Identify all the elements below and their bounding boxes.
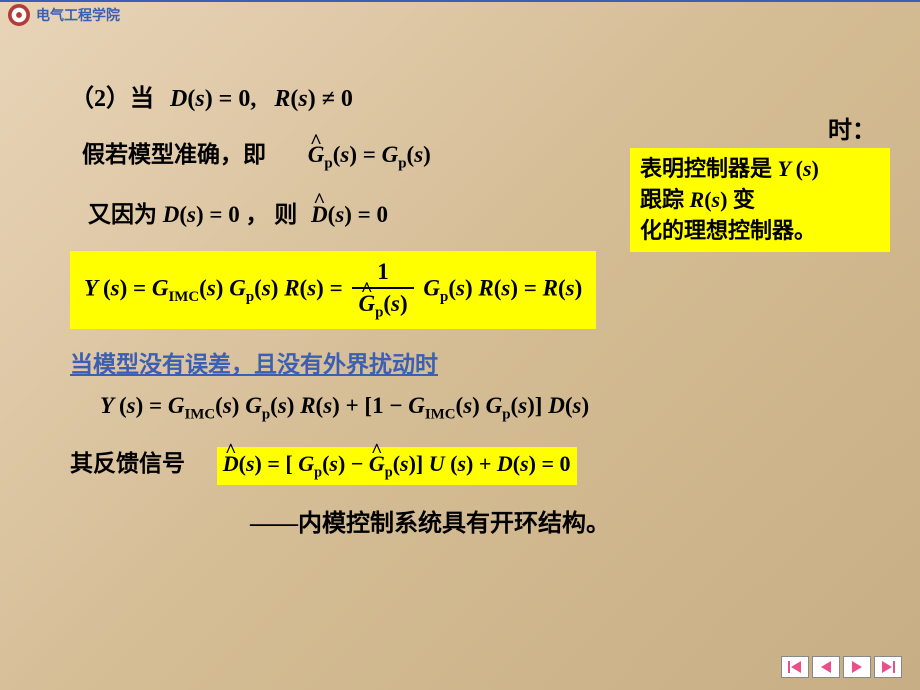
header: 电气工程学院 — [0, 0, 920, 28]
feedback-label: 其反馈信号 — [70, 451, 185, 476]
link-line: 当模型没有误差，且没有外界扰动时 — [70, 345, 860, 379]
because-a: 又因为 — [88, 202, 163, 227]
because-line: 又因为 D(s) = 0 ， 则 D(s) = 0 — [70, 195, 860, 229]
prefix-text: （2）当 — [70, 86, 154, 112]
main-equation: Y (s) = GIMC(s) Gp(s) R(s) = 1 Gp(s) Gp(… — [70, 251, 596, 330]
condition-line: （2）当 D(s) = 0, R(s) ≠ 0 — [70, 78, 860, 113]
main-equation-row: Y (s) = GIMC(s) Gp(s) R(s) = 1 Gp(s) Gp(… — [70, 251, 860, 330]
feedback-equation: D(s) = [ Gp(s) − Gp(s)] U (s) + D(s) = 0 — [217, 447, 577, 485]
conclusion-text: 内模控制系统具有开环结构。 — [298, 511, 610, 537]
nav-prev-button[interactable] — [812, 656, 840, 678]
conclusion-line: ——内模控制系统具有开环结构。 — [70, 503, 860, 538]
assumption-text: 假若模型准确，即 — [82, 142, 266, 167]
navigation-bar — [781, 656, 902, 678]
institution-logo-icon — [8, 4, 30, 26]
nav-next-button[interactable] — [843, 656, 871, 678]
equation-2: Y (s) = GIMC(s) Gp(s) R(s) + [1 − GIMC(s… — [70, 393, 860, 424]
conclusion-dash: —— — [250, 511, 298, 537]
condition-link[interactable]: 当模型没有误差，且没有外界扰动时 — [70, 352, 438, 377]
nav-first-button[interactable] — [781, 656, 809, 678]
because-b: ， 则 — [246, 202, 304, 227]
header-title: 电气工程学院 — [36, 5, 120, 25]
nav-last-button[interactable] — [874, 656, 902, 678]
note-l1a: 表明控制器是 — [640, 156, 772, 181]
feedback-line: 其反馈信号 D(s) = [ Gp(s) − Gp(s)] U (s) + D(… — [70, 444, 860, 485]
slide-content: （2）当 D(s) = 0, R(s) ≠ 0 时： 假若模型准确，即 Gp(s… — [0, 28, 920, 572]
